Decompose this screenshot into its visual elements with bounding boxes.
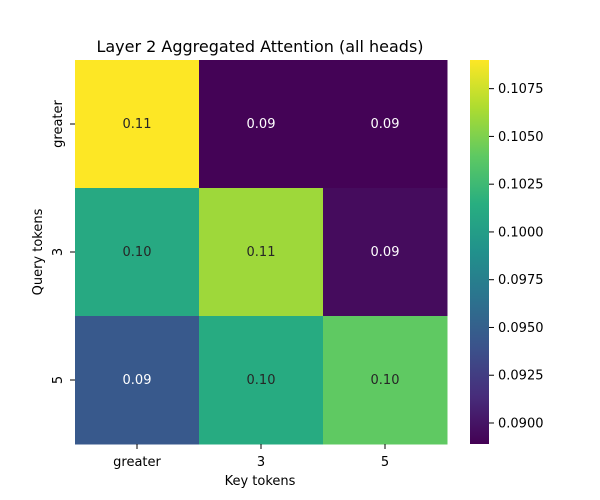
colorbar-tick-label: 0.0925: [498, 369, 544, 384]
y-tick-label: 5: [51, 376, 66, 384]
cell-value-label: 0.10: [123, 245, 152, 260]
cell-value-label: 0.09: [247, 117, 276, 132]
x-axis-label: Key tokens: [225, 474, 296, 489]
x-tick-label: 5: [381, 455, 389, 470]
colorbar-ticks: 0.0900 0.0925 0.0950 0.0975 0.1000 0.1025 0.10…: [489, 82, 544, 431]
y-axis-label: Query tokens: [31, 208, 46, 295]
heatmap-cell-labels: 0.11 0.09 0.09 0.10 0.11 0.09 0.09 0.10 0.10: [123, 117, 400, 388]
cell-value-label: 0.10: [371, 373, 400, 388]
y-axis-ticks: greater 3 5: [51, 99, 75, 384]
colorbar-tick-label: 0.1025: [498, 178, 544, 193]
heatmap-cell: [323, 60, 448, 189]
cell-value-label: 0.09: [371, 245, 400, 260]
cell-value-label: 0.10: [247, 373, 276, 388]
x-tick-label: greater: [113, 455, 161, 470]
colorbar-tick-label: 0.1000: [498, 225, 544, 240]
heatmap-cell: [75, 60, 200, 189]
colorbar-tick-label: 0.1075: [498, 82, 544, 97]
x-tick-label: 3: [257, 455, 265, 470]
colorbar-tick-label: 0.0950: [498, 321, 544, 336]
heatmap-cell: [199, 60, 324, 189]
y-tick-label: 3: [51, 248, 66, 256]
cell-value-label: 0.11: [247, 245, 276, 260]
y-tick-label: greater: [51, 99, 66, 147]
heatmap-cell: [199, 188, 324, 317]
cell-value-label: 0.11: [123, 117, 152, 132]
cell-value-label: 0.09: [371, 117, 400, 132]
colorbar: [470, 60, 489, 444]
x-axis-ticks: greater 3 5: [113, 444, 389, 470]
heatmap-cell: [75, 188, 200, 317]
colorbar-tick-label: 0.0900: [498, 416, 544, 431]
heatmap-cell: [199, 316, 324, 445]
colorbar-tick-label: 0.1050: [498, 130, 544, 145]
colorbar-tick-label: 0.0975: [498, 273, 544, 288]
chart-title: Layer 2 Aggregated Attention (all heads): [96, 37, 423, 56]
heatmap-cells: [75, 60, 448, 445]
heatmap-cell: [323, 188, 448, 317]
heatmap-cell: [75, 316, 200, 445]
cell-value-label: 0.09: [123, 373, 152, 388]
heatmap-cell: [323, 316, 448, 445]
